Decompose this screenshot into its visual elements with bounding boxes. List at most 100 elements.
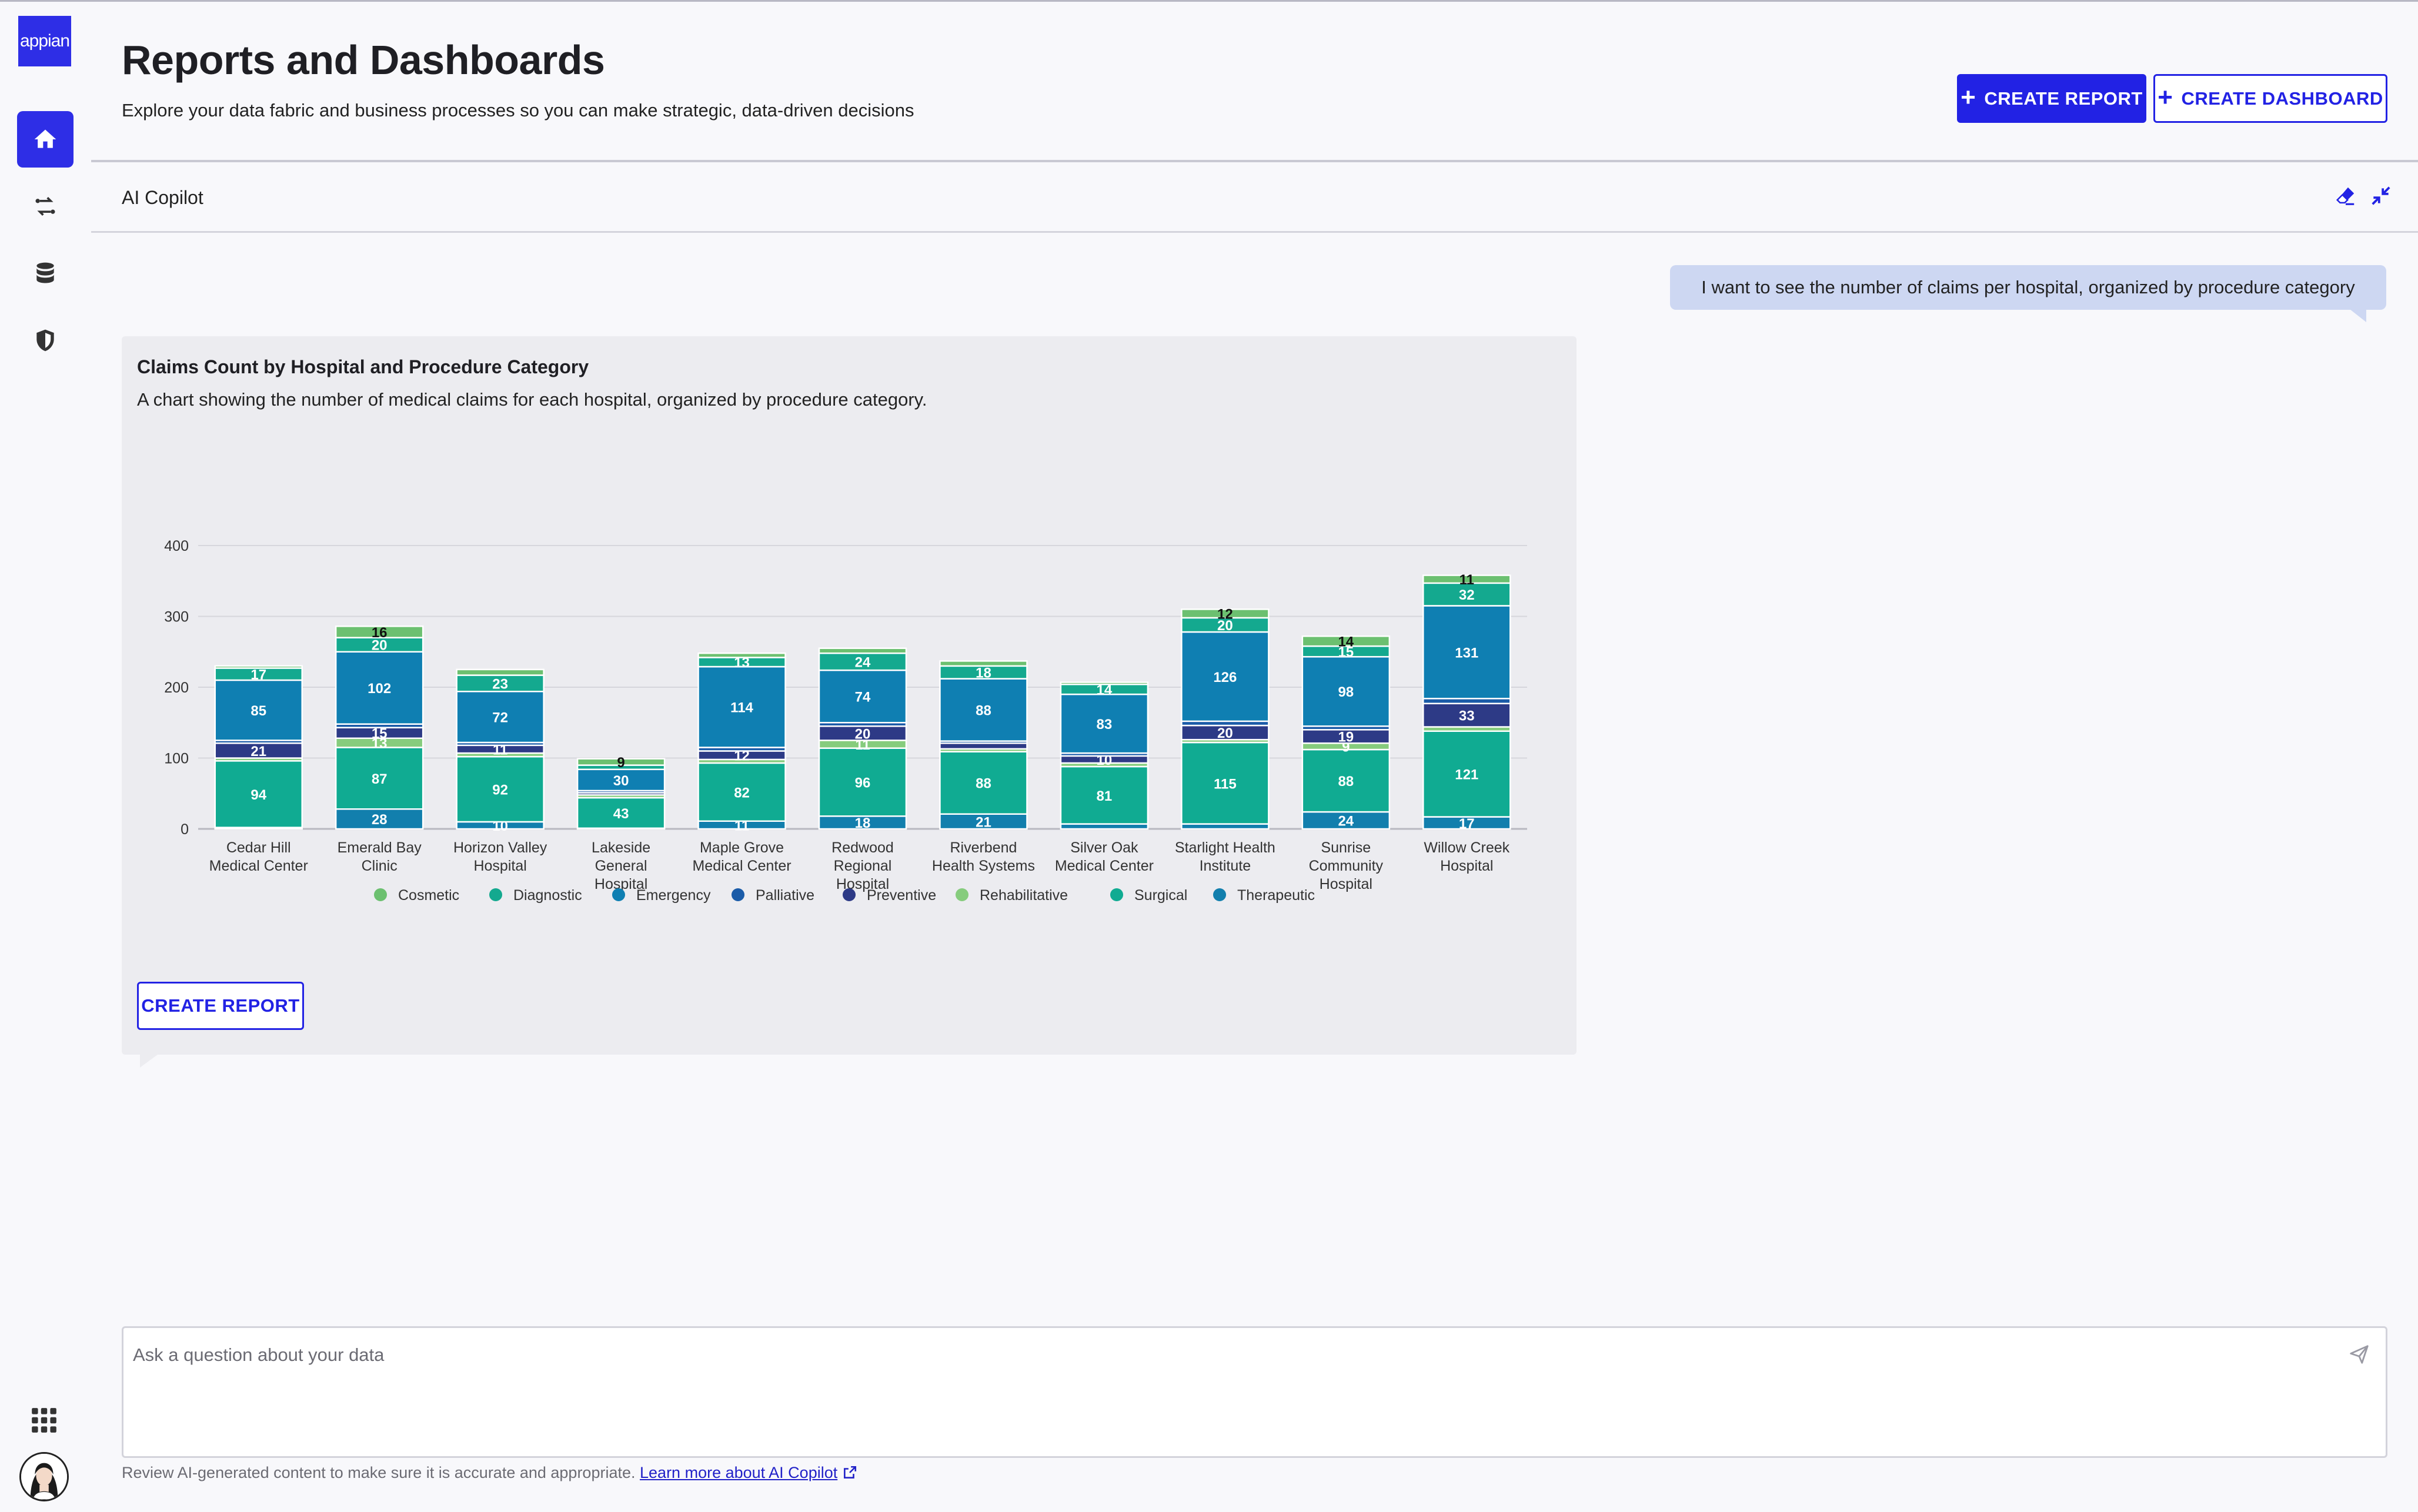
ai-disclaimer-text: Review AI-generated content to make sure…	[122, 1464, 636, 1481]
bar-segment-cosmetic	[1181, 608, 1270, 619]
x-tick-label: Lakeside	[592, 839, 650, 856]
y-tick-label: 200	[164, 680, 189, 696]
bar-segment-surgical	[1301, 748, 1391, 813]
legend-swatch-surgical	[1110, 888, 1123, 901]
user-avatar[interactable]	[19, 1452, 69, 1501]
create-report-label: CREATE REPORT	[1984, 88, 2143, 109]
data-label: 21	[976, 814, 991, 830]
data-label: 83	[1097, 717, 1113, 732]
data-label: 17	[251, 667, 266, 683]
eraser-icon[interactable]	[2334, 185, 2357, 207]
legend-swatch-therapeutic	[1213, 888, 1226, 901]
bar-segment-diagnostic	[335, 637, 424, 653]
response-create-report-label: CREATE REPORT	[141, 995, 300, 1016]
legend-swatch-preventive	[843, 888, 856, 901]
x-tick-label: Horizon Valley	[453, 839, 547, 856]
bar-segment-diagnostic	[456, 674, 545, 693]
ask-question-input[interactable]	[133, 1337, 2344, 1373]
bar-segment-surgical	[939, 751, 1028, 815]
legend-swatch-palliative	[732, 888, 744, 901]
x-tick-label: Medical Center	[209, 858, 308, 874]
data-label: 30	[613, 773, 629, 789]
learn-more-link[interactable]: Learn more about AI Copilot	[640, 1464, 837, 1481]
legend-swatch-cosmetic	[374, 888, 387, 901]
ask-question-box[interactable]	[122, 1326, 2387, 1458]
shield-icon	[36, 329, 54, 352]
data-label: 20	[855, 726, 871, 742]
bar-segment-cosmetic	[456, 668, 545, 676]
copilot-response-card: Claims Count by Hospital and Procedure C…	[122, 336, 1577, 1055]
page-subtitle: Explore your data fabric and business pr…	[122, 100, 914, 121]
data-label: 88	[976, 776, 991, 792]
legend-swatch-rehabilitative	[956, 888, 968, 901]
bar-segment-preventive	[939, 742, 1028, 750]
top-border	[0, 0, 2418, 2]
data-label: 114	[730, 700, 753, 716]
collapse-icon[interactable]	[2370, 185, 2392, 207]
bar-segment-diagnostic	[1181, 617, 1270, 633]
bar-segment-surgical	[1060, 765, 1149, 825]
create-report-button[interactable]: + CREATE REPORT	[1957, 74, 2146, 123]
x-tick-label: Hospital	[1320, 876, 1372, 892]
bar-segment-emergency	[1060, 693, 1149, 754]
legend-swatch-emergency	[612, 888, 625, 901]
x-tick-label: Redwood	[831, 839, 894, 856]
legend-label: Preventive	[867, 887, 936, 904]
plus-icon: +	[1961, 82, 1976, 112]
user-message-bubble: I want to see the number of claims per h…	[1670, 265, 2386, 310]
ai-disclaimer: Review AI-generated content to make sure…	[122, 1464, 857, 1482]
chart-title: Claims Count by Hospital and Procedure C…	[137, 356, 589, 377]
user-bubble-tail	[2350, 309, 2366, 322]
bar-segment-emergency	[335, 651, 424, 725]
app-grid-icon[interactable]	[29, 1406, 59, 1435]
nav-home-button[interactable]	[17, 111, 74, 168]
y-tick-label: 300	[164, 609, 189, 625]
nav-processes-button[interactable]	[17, 178, 74, 235]
bar-segment-emergency	[1181, 631, 1270, 722]
data-label: 96	[855, 775, 871, 791]
bar-segment-palliative	[1422, 698, 1511, 704]
left-nav-rail: appian	[0, 2, 91, 1512]
x-tick-label: Willow Creek	[1424, 839, 1509, 856]
bar-segment-surgical	[818, 747, 907, 817]
user-message-text: I want to see the number of claims per h…	[1701, 277, 2355, 297]
data-label: 126	[1213, 670, 1237, 685]
send-icon[interactable]	[2348, 1343, 2370, 1366]
bar-segment-cosmetic	[939, 660, 1028, 667]
bar-segment-therapeutic	[1181, 823, 1270, 830]
nav-data-button[interactable]	[17, 245, 74, 302]
bar-segment-cosmetic	[1301, 635, 1391, 647]
response-bubble-tail	[140, 1055, 158, 1068]
bar-segment-cosmetic	[576, 758, 666, 766]
data-label: 23	[492, 676, 508, 692]
bar-segment-surgical	[214, 760, 303, 828]
legend-label: Cosmetic	[398, 887, 459, 904]
data-label: 17	[1459, 816, 1475, 832]
data-label: 33	[1459, 708, 1475, 724]
data-label: 88	[976, 703, 991, 719]
data-label: 32	[1459, 587, 1475, 603]
header-divider	[91, 160, 2418, 162]
data-label: 88	[1338, 774, 1354, 790]
bar-segment-emergency	[697, 665, 786, 748]
appian-logo[interactable]: appian	[18, 16, 71, 66]
data-label: 20	[1217, 618, 1233, 634]
data-label: 15	[372, 726, 388, 742]
bar-segment-therapeutic	[1301, 811, 1391, 830]
nav-security-button[interactable]	[17, 312, 74, 369]
database-icon	[36, 262, 54, 283]
bar-segment-cosmetic	[697, 652, 786, 658]
data-label: 74	[855, 690, 871, 705]
x-tick-label: Sunrise	[1321, 839, 1371, 856]
data-label: 14	[1338, 634, 1354, 650]
bar-segment-surgical	[1422, 730, 1511, 818]
data-label: 19	[1338, 730, 1354, 745]
bar-segment-emergency	[939, 678, 1028, 742]
x-tick-label: Emerald Bay	[338, 839, 422, 856]
response-create-report-button[interactable]: CREATE REPORT	[137, 982, 304, 1030]
copilot-actions	[2334, 185, 2392, 207]
create-dashboard-button[interactable]: + CREATE DASHBOARD	[2153, 74, 2387, 123]
x-tick-label: Health Systems	[932, 858, 1035, 874]
data-label: 24	[1338, 814, 1354, 829]
bar-segment-surgical	[335, 747, 424, 810]
